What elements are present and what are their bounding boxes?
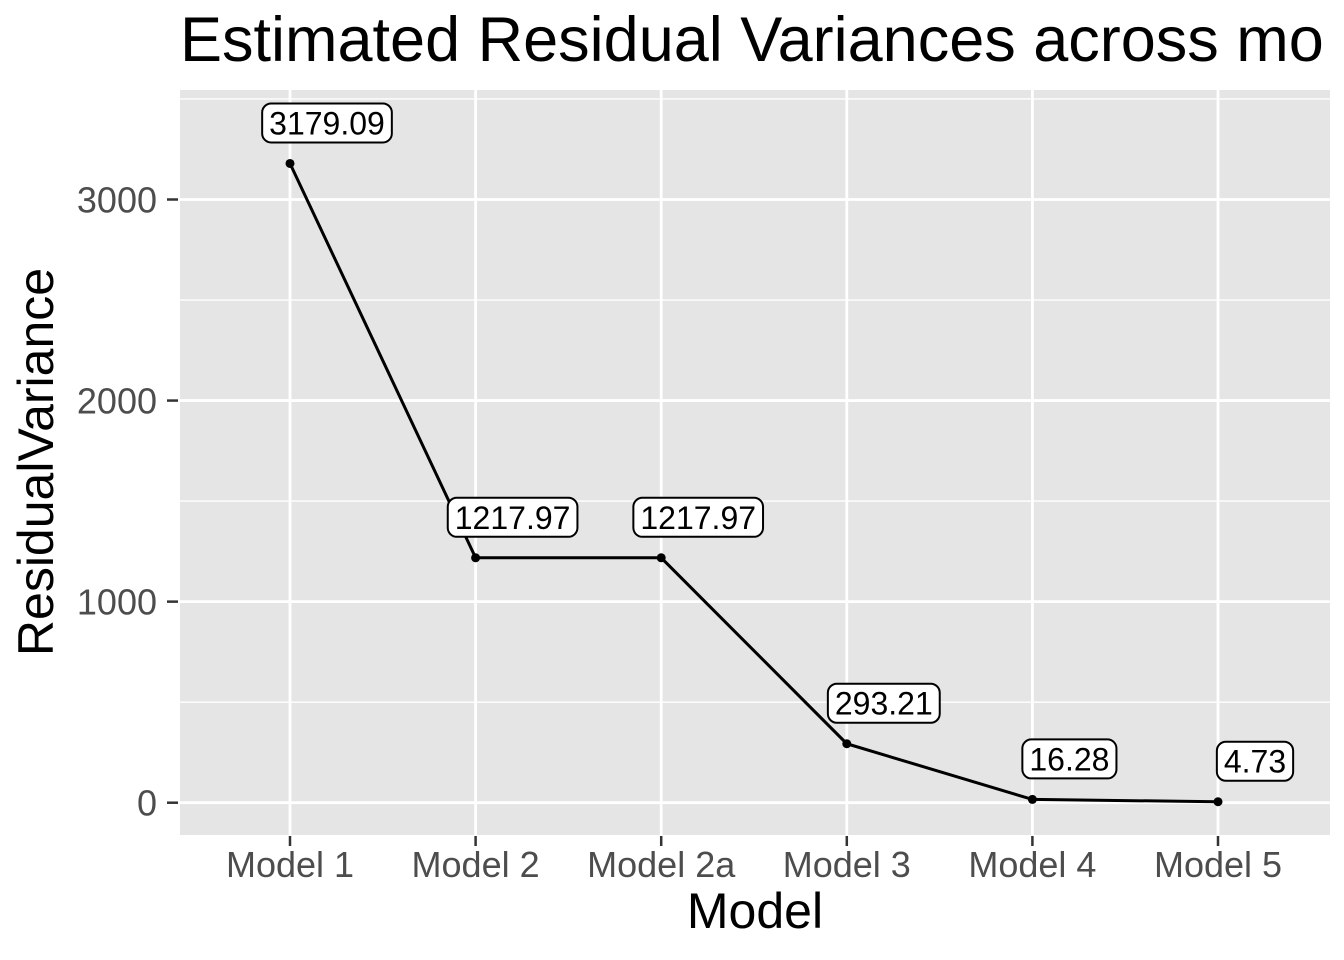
data-point [1213, 797, 1223, 807]
y-tick-label: 0 [137, 783, 157, 824]
data-point-label-box [1021, 738, 1118, 780]
x-tick-label: Model 4 [968, 844, 1096, 885]
data-point-label-box [446, 496, 579, 538]
data-point [471, 553, 481, 563]
data-point [656, 553, 666, 563]
data-point [285, 158, 295, 168]
data-point-label: 293.21 [835, 686, 933, 722]
x-tick-label: Model 5 [1154, 844, 1282, 885]
data-point-label-box [1215, 740, 1295, 782]
x-tick-label: Model 2a [587, 844, 736, 885]
data-point-label-box [632, 496, 765, 538]
data-point [842, 739, 852, 749]
data-point-label: 1217.97 [640, 500, 756, 536]
data-point-label: 4.73 [1224, 744, 1286, 780]
data-point-label: 1217.97 [455, 500, 571, 536]
x-tick-label: Model 2 [412, 844, 540, 885]
x-tick-label: Model 1 [226, 844, 354, 885]
data-point-label-box [826, 682, 941, 724]
y-tick-label: 2000 [77, 381, 157, 422]
data-point-label: 16.28 [1029, 741, 1109, 777]
data-point-label: 3179.09 [269, 105, 385, 141]
chart-title: Estimated Residual Variances across mo [180, 5, 1324, 75]
data-point-label-box [261, 102, 393, 144]
panel-background [180, 90, 1330, 835]
y-tick-label: 1000 [77, 582, 157, 623]
x-tick-label: Model 3 [783, 844, 911, 885]
x-axis-title: Model [686, 883, 824, 939]
data-point [1027, 794, 1037, 804]
series-line [288, 162, 1219, 804]
y-tick-label: 3000 [77, 179, 157, 220]
